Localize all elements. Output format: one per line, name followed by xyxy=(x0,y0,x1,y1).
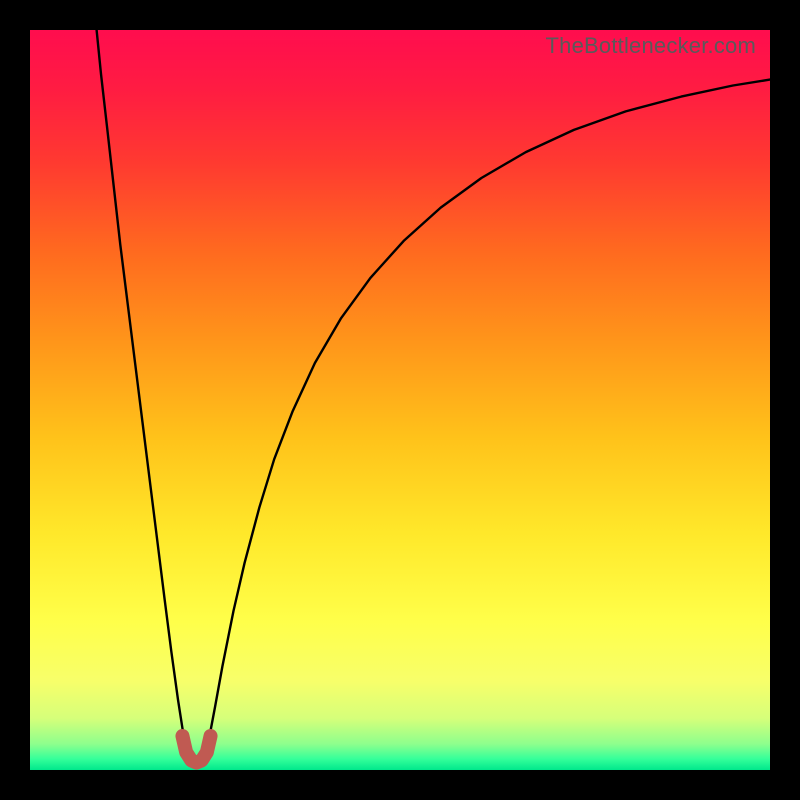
chart-frame: TheBottlenecker.com xyxy=(0,0,800,800)
curve-layer xyxy=(30,30,770,770)
plot-area xyxy=(30,30,770,770)
cusp-marker xyxy=(182,736,210,763)
bottleneck-curve xyxy=(97,30,770,761)
watermark-text: TheBottlenecker.com xyxy=(546,33,756,59)
